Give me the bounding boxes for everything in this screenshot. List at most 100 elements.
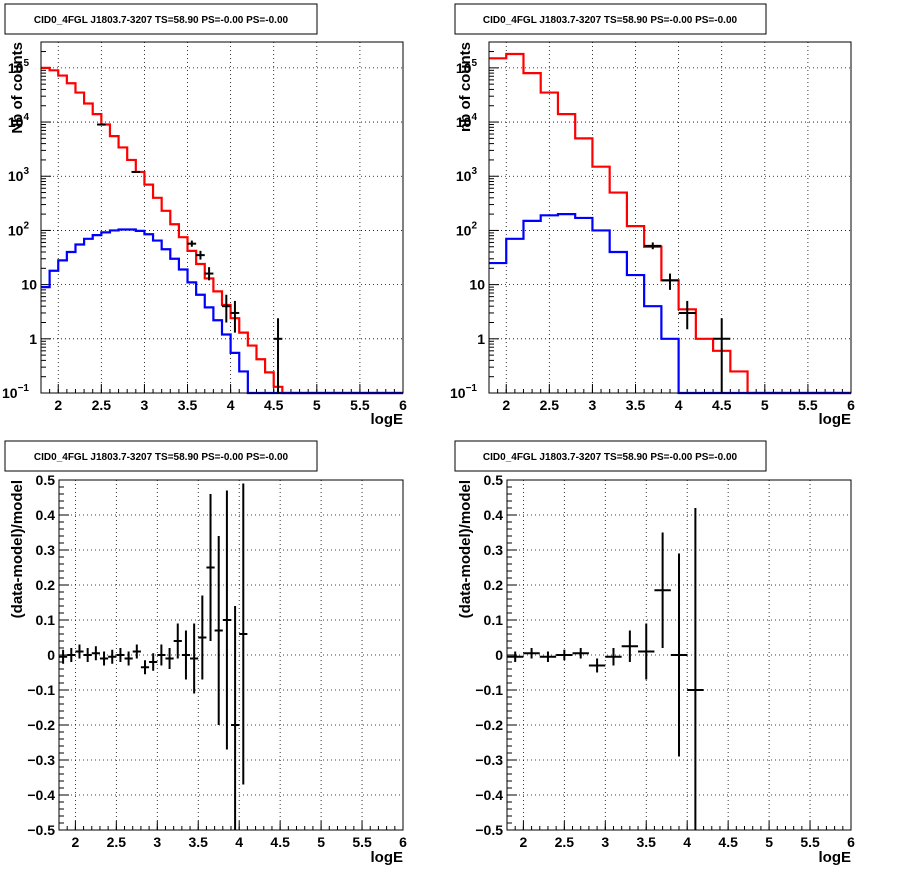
plot-frame — [488, 41, 852, 394]
y-tick-label: 105 — [456, 58, 478, 76]
x-tick-label: 4 — [227, 397, 235, 413]
x-tick-label: 2.5 — [92, 397, 112, 413]
x-tick-label: 5.5 — [350, 397, 370, 413]
x-tick-label: 2.5 — [555, 834, 575, 850]
x-tick-label: 4.5 — [270, 834, 290, 850]
y-tick-label: 10−1 — [450, 383, 477, 401]
panel-title: CID0_4FGL J1803.7-3207 TS=58.90 PS=-0.00… — [34, 15, 289, 26]
y-tick-label: −0.2 — [475, 717, 503, 733]
panel-title: CID0_4FGL J1803.7-3207 TS=58.90 PS=-0.00… — [483, 15, 738, 26]
x-tick-label: 4.5 — [264, 397, 284, 413]
x-tick-label: 3.5 — [189, 834, 209, 850]
x-tick-label: 5 — [761, 397, 769, 413]
x-tick-label: 4.5 — [712, 397, 732, 413]
plot-frame — [40, 41, 404, 394]
y-axis-label: Nb of counts — [9, 42, 26, 134]
x-tick-label: 2 — [519, 834, 527, 850]
y-tick-label: 102 — [8, 220, 30, 238]
y-tick-label: 0.4 — [36, 507, 56, 523]
x-axis-label: logE — [819, 411, 852, 428]
x-tick-label: 3 — [601, 834, 609, 850]
x-tick-label: 6 — [399, 834, 407, 850]
x-tick-label: 4 — [235, 834, 243, 850]
y-tick-label: 103 — [8, 166, 30, 184]
y-tick-label: −0.2 — [27, 717, 55, 733]
plot-area: 2 2.5 3 3.5 4 4.5 5 5.5 6 10−1 1 10 102 103 104 105 — [2, 41, 407, 413]
plot-frame — [58, 479, 404, 831]
x-tick-label: 3.5 — [626, 397, 646, 413]
y-axis-label: (data-model)/model — [457, 480, 474, 618]
title-box — [454, 3, 767, 35]
x-tick-label: 4 — [675, 397, 683, 413]
y-tick-label: −0.1 — [27, 682, 55, 698]
y-tick-label: 10−1 — [2, 383, 29, 401]
y-tick-label: 0 — [495, 647, 503, 663]
x-tick-label: 3 — [141, 397, 149, 413]
histogram-series — [489, 52, 851, 395]
y-tick-label: 1 — [29, 331, 37, 347]
x-tick-label: 6 — [847, 397, 855, 413]
y-tick-label: −0.3 — [27, 752, 55, 768]
plot-area: 2 2.5 3 3.5 4 4.5 5 5.5 6 −0.5 −0.4 −0.3 −0.2 −0.1 0 0.… — [475, 472, 855, 850]
x-axis-label: logE — [371, 849, 404, 866]
y-tick-label: 0.3 — [484, 542, 504, 558]
plot-area: 2 2.5 3 3.5 4 4.5 5 5.5 6 −0.5 −0.4 −0.3 −0.2 −0.1 0 0.… — [27, 472, 407, 850]
x-tick-label: 5.5 — [352, 834, 372, 850]
x-tick-label: 2 — [54, 397, 62, 413]
x-tick-label: 5 — [313, 397, 321, 413]
y-axis-label: nb of counts — [457, 42, 474, 132]
y-tick-label: −0.5 — [27, 822, 55, 838]
y-tick-label: 0.4 — [484, 507, 504, 523]
y-tick-label: 0.1 — [36, 612, 56, 628]
y-tick-label: 103 — [456, 166, 478, 184]
histogram-series — [489, 213, 851, 395]
y-tick-label: −0.4 — [475, 787, 503, 803]
y-tick-label: 10 — [469, 277, 485, 293]
y-tick-label: 0.5 — [484, 472, 504, 488]
y-tick-label: 104 — [8, 112, 30, 130]
panel-residual-left: CID0_4FGL J1803.7-3207 TS=58.90 PS=-0.00… — [4, 440, 407, 866]
title-box — [454, 440, 767, 472]
y-axis-label: (data-model)/model — [9, 480, 26, 618]
x-tick-label: 4.5 — [718, 834, 738, 850]
y-tick-label: 102 — [456, 220, 478, 238]
x-tick-label: 3 — [589, 397, 597, 413]
title-box — [4, 3, 318, 35]
x-tick-label: 5.5 — [800, 834, 820, 850]
y-tick-label: 104 — [456, 112, 478, 130]
x-tick-label: 2.5 — [107, 834, 127, 850]
y-tick-label: 1 — [477, 331, 485, 347]
y-tick-label: 0.1 — [484, 612, 504, 628]
y-tick-label: 10 — [21, 277, 37, 293]
panel-title: CID0_4FGL J1803.7-3207 TS=58.90 PS=-0.00… — [483, 452, 738, 463]
plot-frame — [506, 479, 852, 831]
x-tick-label: 5 — [317, 834, 325, 850]
x-tick-label: 6 — [399, 397, 407, 413]
y-tick-label: −0.1 — [475, 682, 503, 698]
x-axis-label: logE — [819, 849, 852, 866]
x-tick-label: 2.5 — [540, 397, 560, 413]
y-tick-label: 105 — [8, 58, 30, 76]
y-tick-label: −0.4 — [27, 787, 55, 803]
histogram-series — [41, 228, 403, 395]
panel-spectrum-right: CID0_4FGL J1803.7-3207 TS=58.90 PS=-0.00… — [450, 3, 855, 428]
y-tick-label: 0 — [47, 647, 55, 663]
x-tick-label: 3.5 — [178, 397, 198, 413]
panel-spectrum-left: CID0_4FGL J1803.7-3207 TS=58.90 PS=-0.00… — [2, 3, 407, 428]
panel-title: CID0_4FGL J1803.7-3207 TS=58.90 PS=-0.00… — [34, 452, 289, 463]
plot-area: 2 2.5 3 3.5 4 4.5 5 5.5 6 10−1 1 10 102 103 104 105 — [450, 41, 855, 413]
x-tick-label: 2 — [502, 397, 510, 413]
y-tick-label: −0.5 — [475, 822, 503, 838]
x-tick-label: 5.5 — [798, 397, 818, 413]
y-tick-label: 0.2 — [36, 577, 56, 593]
y-tick-label: −0.3 — [475, 752, 503, 768]
x-tick-label: 6 — [847, 834, 855, 850]
x-tick-label: 4 — [683, 834, 691, 850]
x-tick-label: 5 — [765, 834, 773, 850]
panel-residual-right: CID0_4FGL J1803.7-3207 TS=58.90 PS=-0.00… — [454, 440, 855, 866]
y-tick-label: 0.2 — [484, 577, 504, 593]
y-tick-label: 0.5 — [36, 472, 56, 488]
y-tick-label: 0.3 — [36, 542, 56, 558]
title-box — [4, 440, 318, 472]
